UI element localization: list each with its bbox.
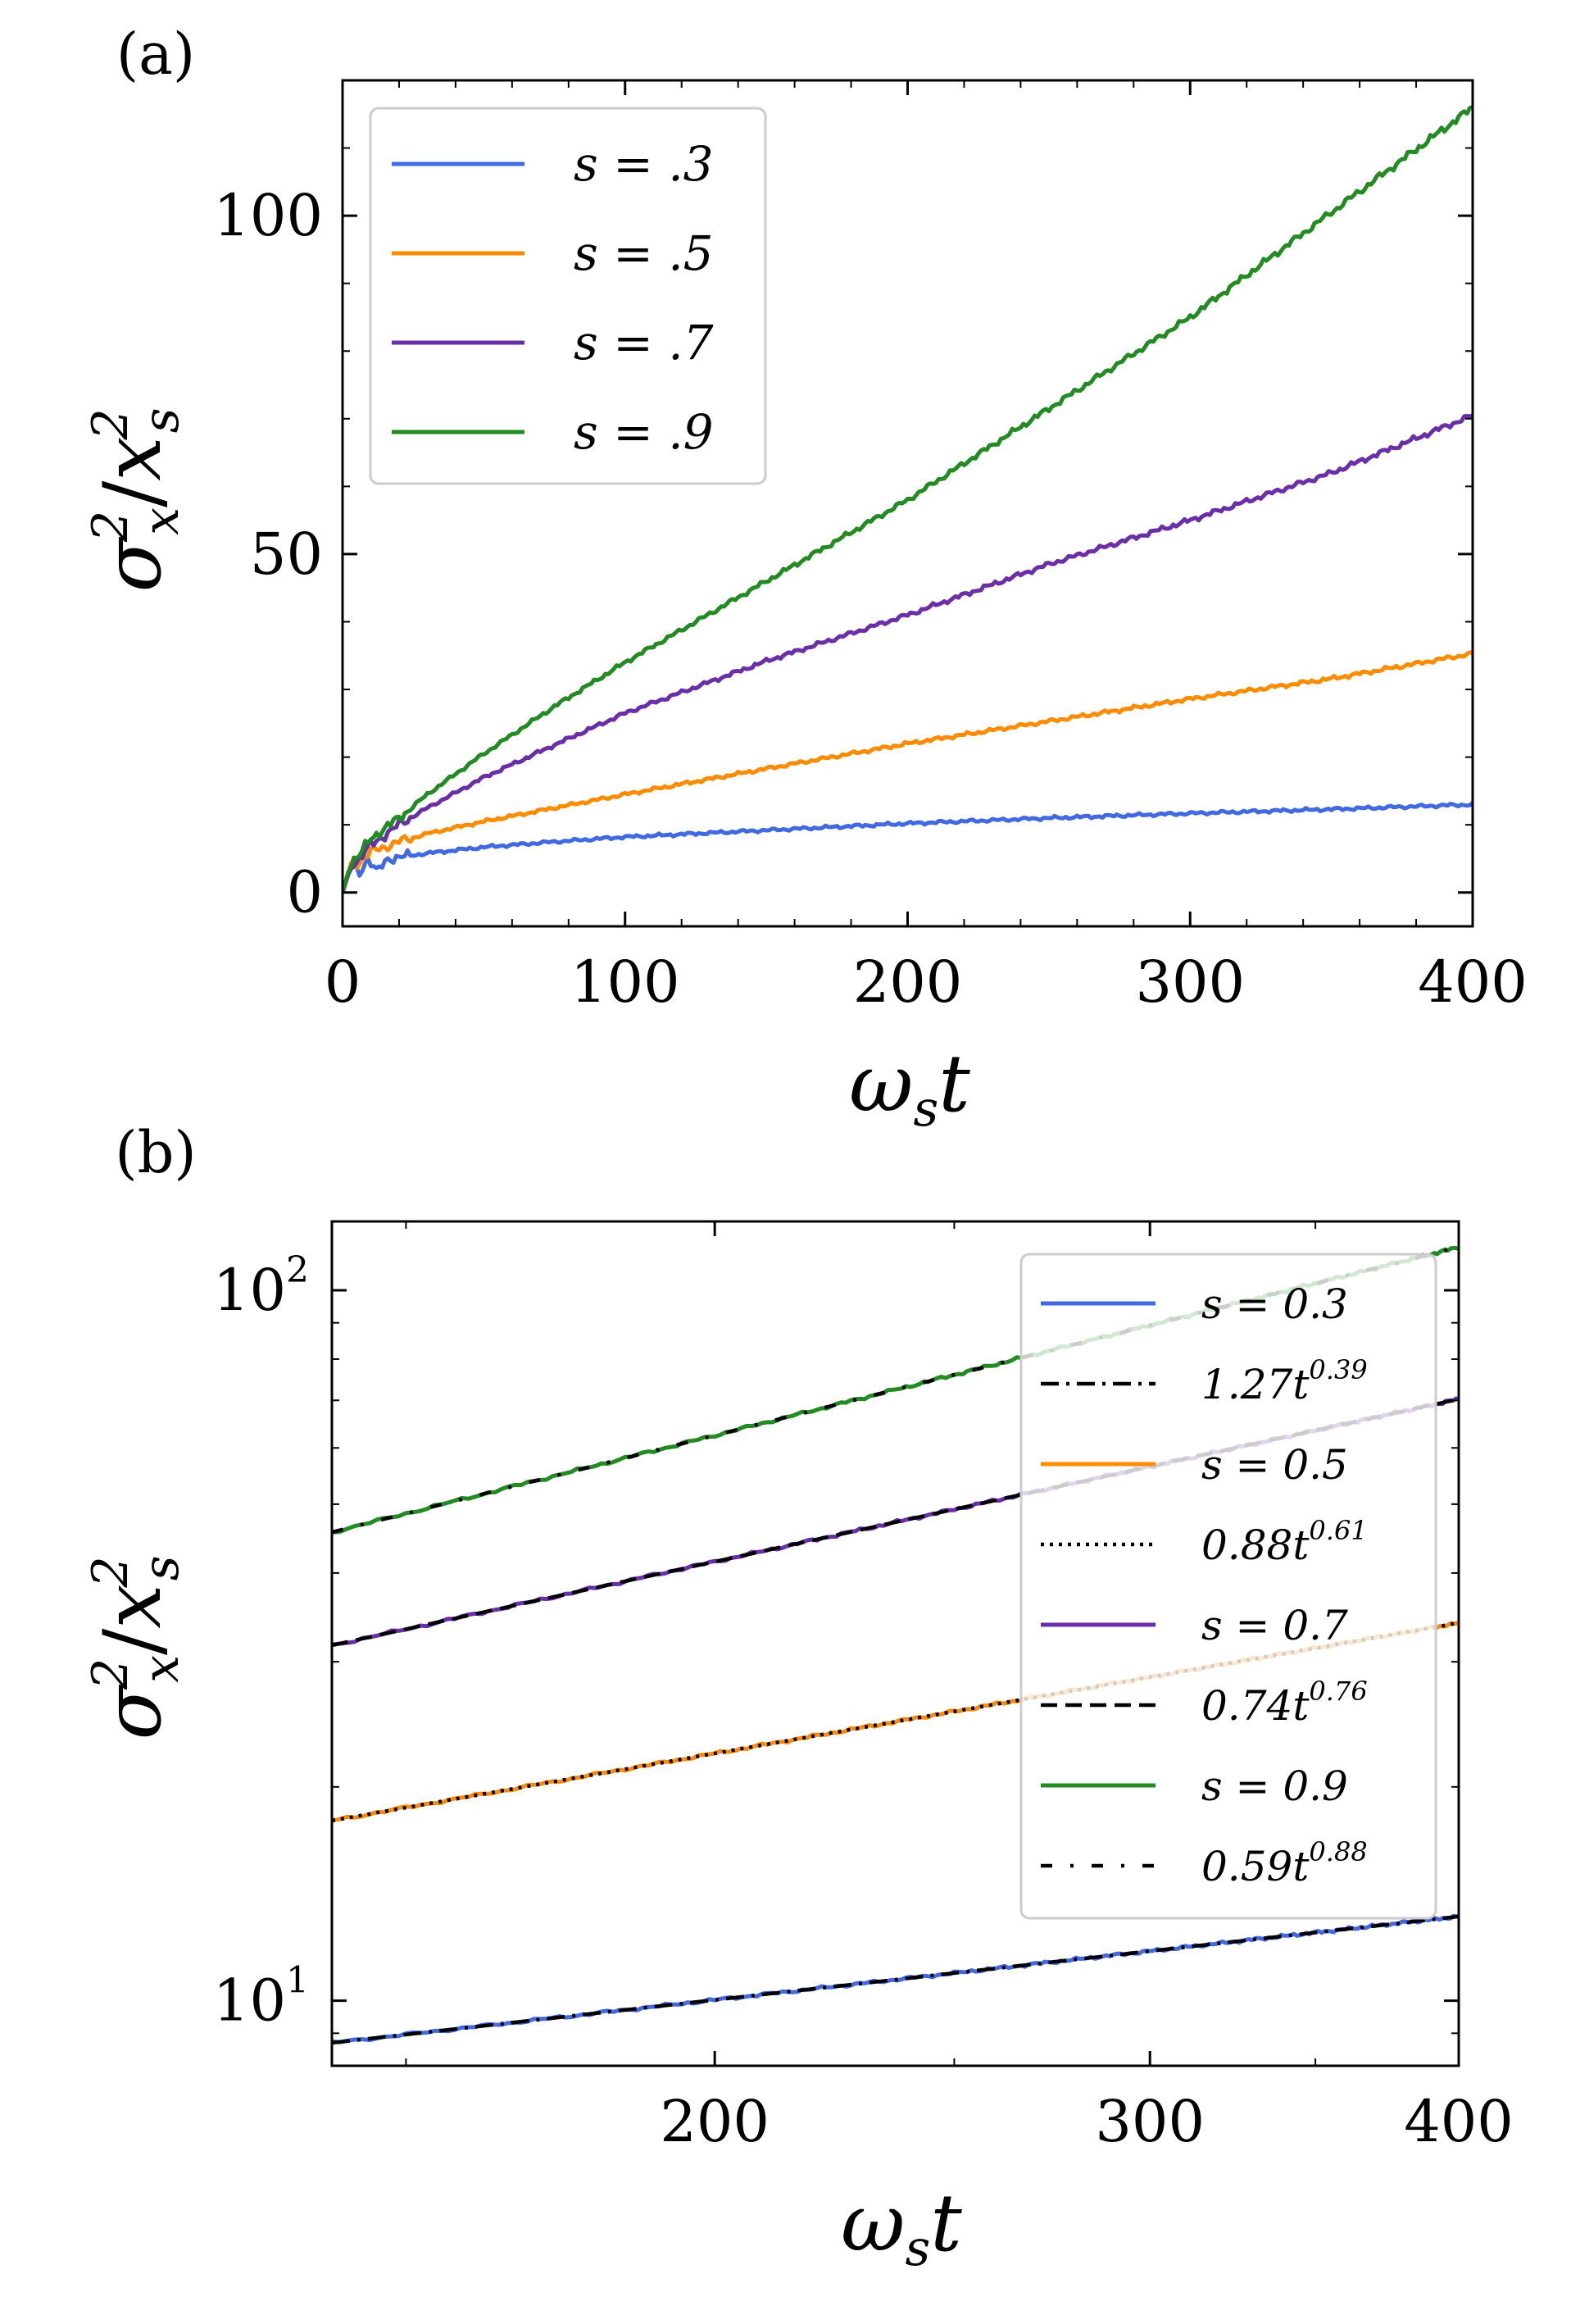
legend-label-a: s = .7 xyxy=(574,315,714,371)
y-label-slash: / xyxy=(87,480,179,507)
x-tick-label-a: 200 xyxy=(853,948,963,1016)
legend-label-b: s = 0.9 xyxy=(1201,1762,1348,1810)
x-label-omega-b: ω xyxy=(841,2177,905,2269)
y-label-sub2: s xyxy=(133,407,190,433)
y-tick-label-a: 0 xyxy=(286,859,323,926)
y-label-sigma: σ xyxy=(87,537,179,593)
y-tick-label-a: 100 xyxy=(213,182,323,249)
x-tick-label-a: 100 xyxy=(570,948,680,1016)
series-line-s-9 xyxy=(343,105,1473,894)
legend-coef: 0.88t xyxy=(1201,1521,1310,1569)
y-label-sup1-b: 2 xyxy=(82,1658,139,1690)
legend-exp: 0.61 xyxy=(1309,1515,1367,1546)
axes-frame-b xyxy=(330,1220,1460,2067)
x-label-sub-b: s xyxy=(905,2220,930,2277)
y-axis-label-b: σ2x/x2s xyxy=(82,1555,190,1740)
x-tick-label-a: 0 xyxy=(325,948,361,1016)
legend-exp: 0.88 xyxy=(1309,1836,1367,1867)
legend-label-b: 0.88t0.61 xyxy=(1201,1515,1368,1569)
y-label-x: x xyxy=(87,436,179,480)
y-tick-exp: 2 xyxy=(286,1249,309,1291)
legend-exp: 0.76 xyxy=(1309,1676,1367,1707)
y-label-sup1: 2 xyxy=(82,511,139,543)
legend-label-b: s = 0.7 xyxy=(1201,1602,1348,1649)
x-tick-label-b: 300 xyxy=(1095,2088,1205,2155)
series-line-s-5 xyxy=(343,650,1473,894)
legend-coef: 0.74t xyxy=(1201,1682,1310,1730)
legend-label-b: 0.74t0.76 xyxy=(1201,1676,1368,1730)
x-tick-label-a: 300 xyxy=(1135,948,1245,1016)
y-tick-label-a: 50 xyxy=(250,521,323,588)
legend-b: s = 0.3 1.27t0.39 s = 0.5 0.88t0.61 s = 0.7 0… xyxy=(1019,1253,1437,1920)
x-label-t: t xyxy=(938,1038,970,1130)
x-tick-label-b: 200 xyxy=(660,2088,770,2155)
series-line-s-7 xyxy=(343,413,1473,894)
series-line-s-3 xyxy=(343,801,1473,894)
y-label-sup2: 2 xyxy=(82,408,139,440)
y-tick-base: 10 xyxy=(213,1257,286,1324)
legend-label-a: s = .3 xyxy=(574,136,714,192)
fit-line-b-1 xyxy=(332,1914,1459,2045)
y-label-sub1: x xyxy=(133,507,190,535)
y-label-sub1-b: x xyxy=(133,1655,190,1683)
legend-label-b: 1.27t0.39 xyxy=(1201,1354,1368,1408)
legend-coef: 0.59t xyxy=(1201,1843,1310,1890)
legend-label-b: s = 0.5 xyxy=(1201,1441,1348,1489)
y-label-sigma-b: σ xyxy=(87,1685,179,1740)
panel-label-a: (a) xyxy=(116,20,195,88)
legend-label-b: 0.59t0.88 xyxy=(1201,1836,1368,1890)
legend-a: s = .3 s = .5 s = .7 s = .9 xyxy=(369,107,767,485)
legend-exp: 0.39 xyxy=(1309,1354,1367,1385)
y-tick-base: 10 xyxy=(213,1967,286,2035)
legend-label-a: s = .9 xyxy=(574,404,714,460)
y-axis-label-a: σ2x/x2s xyxy=(82,407,190,592)
y-tick-label-b: 101 xyxy=(213,1960,309,2035)
legend-label-a: s = .5 xyxy=(574,225,714,281)
y-tick-label-b: 102 xyxy=(213,1249,309,1324)
legend-label-b: s = 0.3 xyxy=(1201,1280,1348,1328)
x-label-sub: s xyxy=(913,1080,938,1138)
y-label-sup2-b: 2 xyxy=(82,1556,139,1588)
x-label-t-b: t xyxy=(930,2177,962,2269)
legend-coef: 1.27t xyxy=(1201,1361,1310,1408)
x-tick-label-b: 400 xyxy=(1404,2088,1514,2155)
x-axis-label-a: ωst xyxy=(849,1038,970,1138)
legend-box-b xyxy=(1019,1253,1437,1920)
y-tick-exp: 1 xyxy=(286,1960,309,2002)
plot-area-a xyxy=(343,105,1473,894)
x-tick-label-a: 400 xyxy=(1418,948,1528,1016)
x-label-omega: ω xyxy=(849,1038,913,1130)
y-label-x-b: x xyxy=(87,1584,179,1628)
legend-box-a xyxy=(369,107,767,485)
x-axis-label-b: ωst xyxy=(841,2177,962,2277)
y-label-sub2-b: s xyxy=(133,1555,190,1580)
y-label-slash-b: / xyxy=(87,1628,179,1655)
panel-label-b: (b) xyxy=(115,1119,196,1186)
